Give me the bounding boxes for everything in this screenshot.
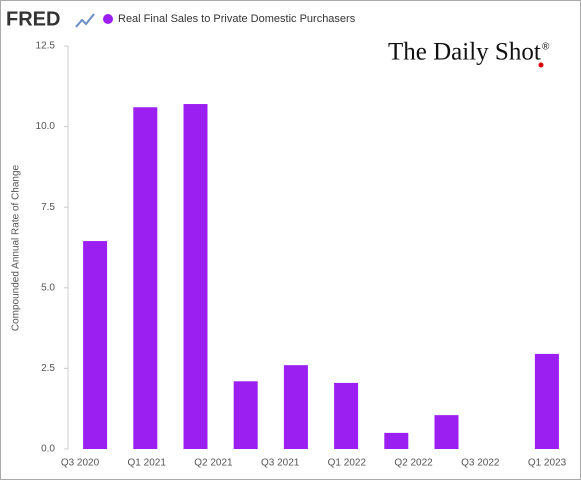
y-tick-label: 2.5 [41, 363, 55, 374]
y-tick-label: 7.5 [41, 202, 55, 213]
y-tick-label: 12.5 [36, 41, 56, 52]
logo-icon [75, 13, 95, 28]
legend-label: Real Final Sales to Private Domestic Pur… [118, 13, 356, 25]
x-tick-label: Q2 2021 [194, 458, 233, 469]
bar [83, 241, 108, 449]
watermark-dot [538, 62, 544, 68]
x-tick-label: Q1 2023 [528, 458, 567, 469]
x-tick-label: Q1 2022 [328, 458, 367, 469]
x-tick-label: Q1 2021 [128, 458, 167, 469]
bar [233, 381, 258, 449]
bar [283, 365, 308, 449]
x-tick-label: Q3 2021 [261, 458, 300, 469]
watermark: The Daily Shot [388, 39, 541, 66]
bar [384, 432, 409, 449]
bar [434, 415, 459, 449]
bar [534, 353, 559, 449]
bar [133, 107, 158, 450]
bar [183, 104, 208, 450]
logo: FRED [6, 8, 60, 30]
y-tick-label: 5.0 [41, 282, 55, 293]
y-axis-label: Compounded Annual Rate of Change [11, 164, 22, 331]
y-tick-label: 0.0 [41, 444, 55, 455]
watermark-mark: ® [542, 42, 550, 53]
y-tick-label: 10.0 [36, 121, 56, 132]
x-tick-label: Q2 2022 [394, 458, 433, 469]
x-tick-label: Q3 2020 [61, 458, 100, 469]
bar [334, 382, 359, 449]
legend-swatch [103, 14, 113, 24]
x-tick-label: Q3 2022 [461, 458, 500, 469]
